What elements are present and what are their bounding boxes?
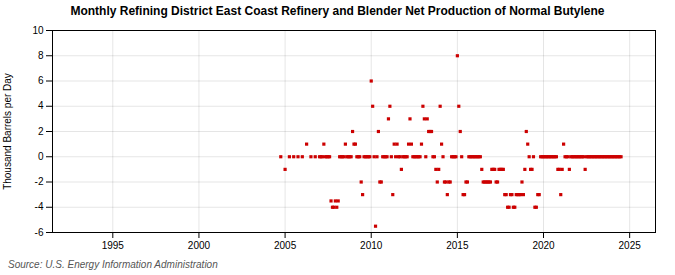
svg-text:8: 8 [38, 50, 44, 61]
svg-text:2000: 2000 [188, 240, 211, 251]
svg-text:2020: 2020 [532, 240, 555, 251]
svg-text:Thousand Barrels per Day: Thousand Barrels per Day [2, 73, 13, 190]
html-text:Source: U.S. Energy Informatio: Source: U.S. Energy Information Administ… [8, 259, 218, 270]
svg-text:0: 0 [38, 151, 44, 162]
svg-text:4: 4 [38, 100, 44, 111]
svg-text:1995: 1995 [102, 240, 125, 251]
html-text:Monthly Refining District East: Monthly Refining District East Coast Ref… [70, 4, 605, 18]
svg-text:2: 2 [38, 126, 44, 137]
svg-text:2015: 2015 [446, 240, 469, 251]
svg-text:-4: -4 [35, 201, 44, 212]
svg-text:10: 10 [32, 25, 44, 36]
svg-text:2010: 2010 [360, 240, 383, 251]
svg-text:2005: 2005 [274, 240, 297, 251]
svg-text:6: 6 [38, 75, 44, 86]
svg-text:-2: -2 [35, 176, 44, 187]
svg-text:-6: -6 [35, 227, 44, 238]
svg-text:2025: 2025 [619, 240, 642, 251]
